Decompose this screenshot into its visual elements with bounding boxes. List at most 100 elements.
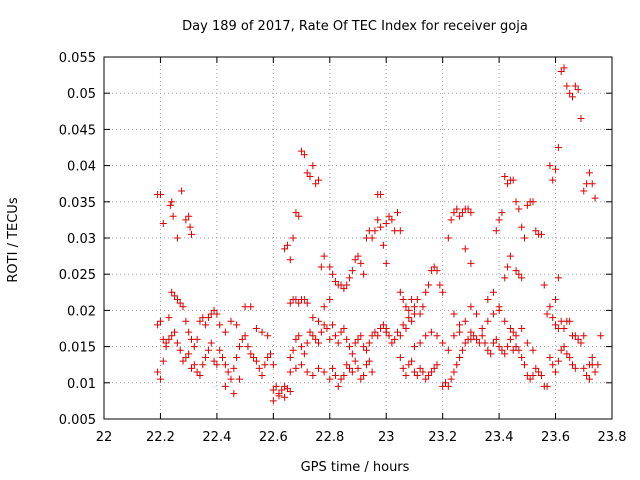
data-point	[396, 227, 404, 235]
data-point	[487, 350, 495, 358]
data-point	[360, 372, 368, 380]
data-point	[464, 205, 472, 213]
data-point	[402, 372, 410, 380]
data-point	[388, 216, 396, 224]
data-point	[532, 364, 540, 372]
data-point	[591, 194, 599, 202]
data-point	[504, 180, 512, 188]
axis-ticks	[103, 56, 613, 420]
data-point	[467, 303, 475, 311]
data-point	[484, 346, 492, 354]
data-point	[501, 317, 509, 325]
data-point	[546, 303, 554, 311]
data-point	[580, 187, 588, 195]
data-point	[554, 357, 562, 365]
data-point	[568, 93, 576, 101]
x-tick-label: 22.6	[259, 430, 288, 445]
data-point	[416, 339, 424, 347]
data-point	[512, 267, 520, 275]
data-point	[227, 375, 235, 383]
data-point	[171, 292, 179, 300]
data-point	[546, 162, 554, 170]
data-point	[317, 263, 325, 271]
data-point	[501, 274, 509, 282]
data-point	[591, 368, 599, 376]
data-point	[501, 172, 509, 180]
data-point	[300, 151, 308, 159]
data-point	[326, 263, 334, 271]
data-point	[156, 375, 164, 383]
data-point	[326, 375, 334, 383]
data-point	[456, 321, 464, 329]
data-point	[169, 212, 177, 220]
data-point	[526, 375, 534, 383]
data-point	[597, 332, 605, 340]
data-point	[422, 375, 430, 383]
data-point	[295, 212, 303, 220]
data-point	[563, 350, 571, 358]
data-point	[427, 368, 435, 376]
data-point	[489, 310, 497, 318]
x-tick-label: 23.6	[541, 430, 570, 445]
data-point	[371, 328, 379, 336]
y-tick-label: 0.045	[59, 123, 96, 138]
data-point	[461, 317, 469, 325]
data-point	[436, 281, 444, 289]
data-point	[320, 321, 328, 329]
data-point	[571, 364, 579, 372]
data-point	[176, 299, 184, 307]
data-point	[213, 310, 221, 318]
data-point	[233, 353, 241, 361]
data-point	[489, 288, 497, 296]
data-point	[193, 368, 201, 376]
data-point	[320, 252, 328, 260]
data-point	[535, 368, 543, 376]
data-point	[484, 317, 492, 325]
data-point	[346, 364, 354, 372]
data-point	[402, 325, 410, 332]
data-point	[182, 216, 190, 224]
data-point	[281, 393, 289, 401]
data-point	[416, 310, 424, 318]
data-point	[529, 346, 537, 354]
data-point	[346, 343, 354, 351]
data-point	[269, 397, 277, 405]
data-point	[221, 361, 229, 369]
data-point	[557, 346, 565, 354]
data-point	[382, 259, 390, 267]
data-point	[537, 230, 545, 238]
data-point	[204, 314, 212, 322]
data-point	[264, 353, 272, 361]
data-point	[583, 372, 591, 380]
data-point	[351, 339, 359, 347]
data-point	[441, 379, 449, 387]
data-point	[580, 364, 588, 372]
data-point	[388, 339, 396, 347]
data-point	[458, 346, 466, 354]
data-point	[156, 191, 164, 199]
data-point	[343, 361, 351, 369]
data-point	[585, 375, 593, 383]
data-point	[374, 332, 382, 340]
data-point	[348, 267, 356, 275]
data-point	[396, 332, 404, 340]
data-point	[405, 306, 413, 314]
data-point	[374, 216, 382, 224]
data-point	[560, 343, 568, 351]
data-point	[204, 346, 212, 354]
data-points	[154, 64, 605, 405]
data-point	[247, 303, 255, 311]
data-point	[501, 350, 509, 358]
data-point	[286, 353, 294, 361]
data-point	[178, 187, 186, 195]
data-point	[368, 368, 376, 376]
data-point	[458, 209, 466, 217]
data-point	[300, 296, 308, 304]
data-point	[410, 303, 418, 311]
data-point	[498, 346, 506, 354]
x-tick-labels: 22 22.2 22.4 22.6 22.8 23 23.2 23.4 23.6 23.8	[96, 430, 627, 445]
data-point	[312, 335, 320, 343]
data-point	[165, 335, 173, 343]
data-point	[348, 350, 356, 358]
